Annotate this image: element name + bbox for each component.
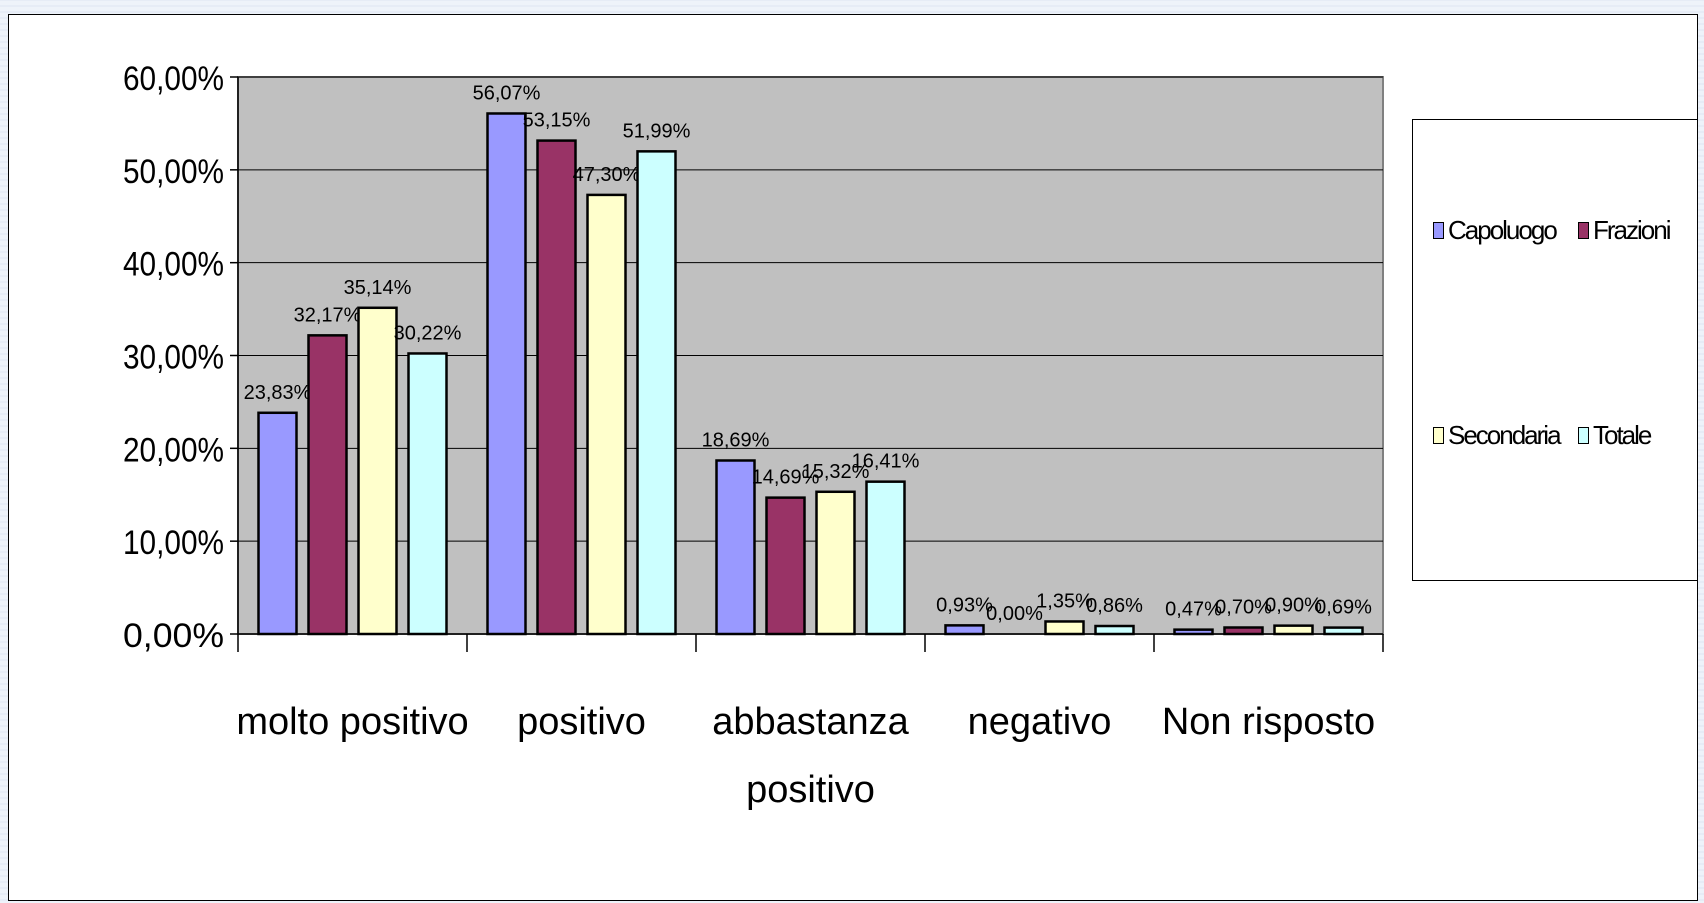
bar xyxy=(715,459,756,636)
bar xyxy=(636,150,677,636)
data-label: 0,93% xyxy=(936,594,993,616)
category-label: positivo xyxy=(517,701,646,743)
data-label: 15,32% xyxy=(802,461,870,483)
chart-legend: Capoluogo Frazioni Secondaria Totale xyxy=(1412,119,1698,581)
y-tick-label: 10,00% xyxy=(123,524,224,562)
data-label: 14,69% xyxy=(752,467,820,489)
data-label: 0,70% xyxy=(1215,597,1272,619)
bar xyxy=(486,112,527,636)
bar xyxy=(1173,628,1214,636)
bar xyxy=(1223,626,1264,636)
data-label: 0,47% xyxy=(1165,599,1222,621)
data-label: 0,00% xyxy=(986,603,1043,625)
legend-swatch-secondaria xyxy=(1433,427,1444,444)
bar xyxy=(815,490,856,636)
bar xyxy=(1044,620,1085,636)
legend-item-secondaria: Secondaria xyxy=(1433,420,1562,451)
bar xyxy=(865,480,906,636)
legend-item-totale: Totale xyxy=(1578,420,1652,451)
bar xyxy=(765,496,806,636)
data-label: 30,22% xyxy=(394,322,462,344)
y-tick-label: 50,00% xyxy=(123,153,224,191)
bar xyxy=(307,334,348,636)
bar xyxy=(357,306,398,636)
data-label: 47,30% xyxy=(573,164,641,186)
data-label: 1,35% xyxy=(1036,590,1093,612)
legend-swatch-totale xyxy=(1578,427,1589,444)
data-label: 0,69% xyxy=(1315,597,1372,619)
y-tick-label: 60,00% xyxy=(123,60,224,98)
category-label: positivo xyxy=(746,769,875,811)
bar xyxy=(586,193,627,636)
y-tick-label: 30,00% xyxy=(123,339,224,377)
data-label: 56,07% xyxy=(473,82,541,104)
y-tick-label: 0,00% xyxy=(123,617,224,655)
bar xyxy=(1094,624,1135,636)
chart-frame: 0,00% 10,00% 20,00% 30,00% 40,00% 50,00% 60,00… xyxy=(8,14,1698,901)
data-label: 53,15% xyxy=(523,110,591,132)
legend-label-secondaria: Secondaria xyxy=(1448,420,1562,450)
bar-chart: 0,00% 10,00% 20,00% 30,00% 40,00% 50,00% 60,00… xyxy=(123,60,1384,811)
bar xyxy=(1273,624,1314,636)
bar xyxy=(407,352,448,636)
category-label: molto positivo xyxy=(236,701,468,743)
legend-label-capoluogo: Capoluogo xyxy=(1448,215,1558,245)
data-label: 51,99% xyxy=(623,120,691,142)
bar xyxy=(536,139,577,636)
legend-item-frazioni: Frazioni xyxy=(1578,215,1671,246)
legend-swatch-frazioni xyxy=(1578,222,1589,239)
legend-swatch-capoluogo xyxy=(1433,222,1444,239)
data-label: 23,83% xyxy=(244,382,312,404)
category-label: abbastanza xyxy=(712,701,909,743)
data-label: 18,69% xyxy=(702,429,770,451)
legend-label-totale: Totale xyxy=(1593,420,1652,450)
legend-label-frazioni: Frazioni xyxy=(1593,215,1671,245)
y-tick-label: 20,00% xyxy=(123,431,224,469)
data-label: 35,14% xyxy=(344,277,412,299)
category-label: Non risposto xyxy=(1162,701,1375,743)
data-label: 16,41% xyxy=(852,451,920,473)
data-label: 0,86% xyxy=(1086,595,1143,617)
bar xyxy=(257,411,298,636)
category-label: negativo xyxy=(968,701,1112,743)
legend-item-capoluogo: Capoluogo xyxy=(1433,215,1558,246)
data-label: 0,90% xyxy=(1265,595,1322,617)
bar xyxy=(944,624,985,636)
data-label: 32,17% xyxy=(294,304,362,326)
bar xyxy=(1323,626,1364,636)
y-tick-label: 40,00% xyxy=(123,246,224,284)
